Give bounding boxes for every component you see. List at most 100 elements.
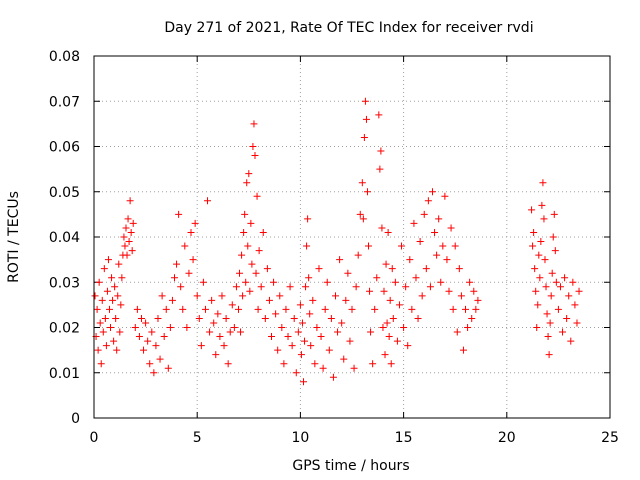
data-point	[179, 305, 187, 313]
data-point	[158, 292, 166, 300]
data-point	[253, 192, 261, 200]
data-point	[462, 305, 470, 313]
data-point	[228, 301, 236, 309]
data-point	[382, 260, 390, 268]
data-point	[183, 324, 191, 331]
data-point	[288, 342, 296, 350]
data-point	[296, 301, 304, 309]
data-point	[362, 115, 370, 123]
data-point	[569, 278, 577, 286]
data-point	[311, 360, 319, 368]
y-tick-label: 0.03	[49, 275, 80, 291]
data-point	[344, 269, 352, 277]
data-point	[561, 274, 569, 282]
data-point	[367, 328, 375, 336]
data-point	[124, 215, 132, 223]
y-tick-label: 0.07	[49, 94, 80, 110]
data-point	[325, 346, 333, 354]
data-point	[102, 342, 110, 350]
data-point	[252, 269, 260, 277]
data-point	[197, 342, 205, 350]
data-point	[123, 251, 131, 259]
data-point	[292, 369, 300, 377]
data-point	[317, 333, 325, 341]
data-point	[571, 301, 579, 309]
data-point	[191, 219, 199, 227]
data-point	[181, 242, 189, 250]
x-tick-label: 10	[291, 430, 309, 446]
data-point	[306, 310, 314, 318]
data-point	[114, 292, 122, 300]
data-point	[360, 133, 368, 141]
data-point	[408, 305, 416, 313]
data-point	[243, 179, 251, 187]
data-point	[313, 324, 321, 331]
data-point	[121, 242, 129, 250]
data-point	[189, 256, 197, 264]
data-point	[378, 224, 386, 232]
data-point	[391, 278, 399, 286]
x-tick-label: 15	[395, 430, 413, 446]
data-point	[152, 342, 160, 350]
data-point	[532, 287, 540, 295]
data-point	[118, 274, 126, 282]
data-point	[241, 210, 249, 218]
data-point	[220, 342, 228, 350]
data-point	[204, 197, 212, 205]
data-point	[265, 296, 273, 304]
data-point	[193, 292, 201, 300]
data-point	[540, 215, 548, 223]
plot-frame	[93, 55, 611, 419]
data-point	[342, 296, 350, 304]
data-point	[443, 256, 451, 264]
data-point	[567, 337, 575, 345]
data-point	[381, 351, 389, 359]
data-point	[116, 328, 124, 336]
data-point	[154, 314, 162, 322]
data-point	[101, 314, 109, 322]
data-point	[544, 333, 552, 341]
data-point	[162, 305, 170, 313]
data-point	[305, 274, 313, 282]
data-point	[146, 360, 154, 368]
data-point	[380, 287, 388, 295]
data-point	[226, 328, 234, 336]
data-point	[129, 219, 137, 227]
data-point	[115, 260, 123, 268]
data-point	[327, 314, 335, 322]
data-point	[406, 256, 414, 264]
data-point	[388, 265, 396, 273]
data-point	[400, 324, 408, 331]
data-point	[95, 278, 103, 286]
data-point	[539, 179, 547, 187]
grid-lines	[94, 56, 610, 418]
data-point	[552, 278, 560, 286]
data-point	[455, 265, 463, 273]
data-point	[538, 201, 546, 209]
data-point	[246, 287, 254, 295]
data-point	[384, 228, 392, 236]
data-point	[534, 301, 542, 309]
data-point	[117, 301, 125, 309]
data-point	[166, 324, 174, 331]
data-point	[170, 274, 178, 282]
data-point	[386, 296, 394, 304]
data-point	[575, 287, 583, 295]
data-point	[144, 337, 152, 345]
data-point	[212, 351, 220, 359]
data-point	[428, 188, 436, 196]
data-point	[541, 256, 549, 264]
data-point	[110, 337, 118, 345]
chart-title: Day 271 of 2021, Rate Of TEC Index for r…	[164, 20, 533, 36]
data-point	[457, 292, 465, 300]
data-point	[150, 369, 158, 377]
data-point	[323, 278, 331, 286]
data-point	[276, 292, 284, 300]
data-point	[98, 296, 106, 304]
data-point	[329, 373, 337, 381]
data-point	[140, 346, 148, 354]
data-point	[299, 378, 307, 386]
data-point	[237, 328, 245, 336]
data-point	[336, 256, 344, 264]
data-point	[416, 238, 424, 246]
